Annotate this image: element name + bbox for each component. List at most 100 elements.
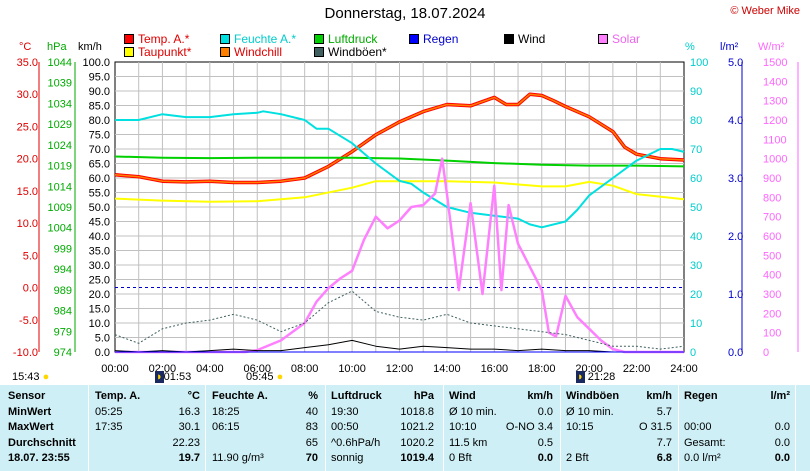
pressure-unit-label: hPa (47, 41, 67, 53)
table-cell: O 31.5 (638, 421, 672, 433)
sunrise-time: 05:45 (246, 371, 274, 383)
table-header-cell: km/h (527, 390, 553, 402)
legend-wind: Wind (504, 32, 545, 46)
table-cell: 0.0 l/m² (684, 452, 721, 464)
table-cell: 2 Bft (566, 452, 589, 464)
legend-windchill: Windchill (220, 45, 282, 59)
wind-tick-label: 75.0 (89, 130, 110, 142)
wind-tick-label: 30.0 (89, 260, 110, 272)
wind-tick-label: 55.0 (89, 188, 110, 200)
x-tick-label: 14:00 (433, 363, 461, 375)
pressure-tick-label: 1009 (48, 202, 72, 214)
solar-tick-label: 1200 (763, 115, 787, 127)
table-cell: O-NO 3.4 (505, 421, 553, 433)
humidity-tick-label: 60 (690, 173, 702, 185)
temp-tick-label: 0.0 (23, 283, 38, 295)
x-tick-label: 16:00 (481, 363, 509, 375)
pressure-tick-label: 1039 (48, 78, 72, 90)
humidity-unit-label: % (685, 41, 695, 53)
humidity-tick-label: 30 (690, 260, 702, 272)
table-cell: ^0.6hPa/h (331, 436, 381, 449)
table-cell: 65 (305, 436, 318, 449)
pressure-tick-label: 984 (54, 306, 72, 318)
legend-label: Luftdruck (328, 32, 378, 46)
wind-unit-label: km/h (78, 41, 102, 53)
stats-table: Sensor Temp. A. °C Feuchte A.% Luftdruck hPa W… (0, 385, 810, 471)
x-tick-label: 06:00 (243, 363, 271, 375)
temp-tick-label: 35.0 (17, 57, 38, 69)
weather-chart: 35.0 30.0 25.0 20.0 15.0 10.0 5.0 0.0 -5.0 -10.0 1… (13, 57, 799, 375)
series-line-wind (114, 339, 684, 353)
wind-tick-label: 90.0 (89, 86, 110, 98)
pressure-tick-label: 989 (54, 285, 72, 297)
table-cell: 17:35 (95, 421, 123, 433)
table-cell: Ø 10 min. (449, 405, 497, 418)
legend-label: Windchill (234, 45, 283, 59)
table-header-cell: Feuchte A. (212, 390, 268, 402)
pressure-tick-label: 1004 (48, 223, 72, 235)
wind-tick-label: 10.0 (89, 318, 110, 330)
legend-label: Feuchte A.* (234, 32, 297, 46)
table-cell: MaxWert (8, 421, 54, 433)
table-cell: 0.0 (774, 436, 790, 449)
temp-tick-label: 15.0 (17, 186, 38, 198)
sunrise-marker: 05:45 ● (246, 371, 283, 383)
pressure-tick-label: 1019 (48, 161, 72, 173)
series-line-windb-en (114, 290, 685, 350)
table-cell: 16.3 (178, 405, 200, 418)
x-tick-label: 00:00 (101, 363, 129, 375)
x-tick-label: 12:00 (386, 363, 414, 375)
wind-tick-label: 35.0 (89, 246, 110, 258)
rain-unit-label: l/m² (720, 41, 739, 53)
series-line-taupunkt (114, 180, 685, 203)
pressure-tick-label: 979 (54, 326, 72, 338)
table-header-cell: Regen (684, 390, 718, 402)
pressure-tick-label: 1029 (48, 119, 72, 131)
table-header-cell: °C (187, 390, 200, 402)
x-tick-label: 04:00 (196, 363, 224, 375)
table-cell: 10:15 (566, 421, 594, 433)
table-cell: 1018.8 (400, 405, 434, 418)
table-header-cell: hPa (413, 390, 434, 402)
table-header-cell: Temp. A. (95, 390, 141, 402)
sun-icon: ● (42, 371, 50, 383)
table-cell: 11.90 g/m³ (212, 452, 264, 464)
solar-tick-label: 1000 (763, 154, 787, 166)
table-cell: 0.0 (774, 452, 790, 464)
credit-link[interactable]: © Weber Mike (730, 5, 800, 17)
series-line-feuchte-a (115, 110, 685, 229)
table-cell: 30.1 (178, 421, 200, 433)
solar-tick-label: 100 (763, 328, 781, 340)
solar-tick-label: 1400 (763, 76, 787, 88)
table-cell: 1021.2 (400, 421, 434, 433)
table-header-cell: km/h (646, 390, 672, 402)
legend-label: Wind (518, 32, 546, 46)
table-cell: 10:10 (449, 421, 477, 433)
pressure-tick-label: 994 (54, 264, 72, 276)
solar-tick-label: 600 (763, 231, 781, 243)
table-cell: 18:25 (212, 405, 240, 418)
legend-pressure: Luftdruck (314, 32, 377, 46)
temp-tick-label: 30.0 (17, 89, 38, 101)
table-cell: 19:30 (331, 405, 359, 418)
pressure-tick-label: 1014 (48, 181, 72, 193)
table-cell: 0.0 (774, 421, 790, 433)
table-cell: 00:50 (331, 421, 359, 433)
table-cell: 70 (305, 452, 318, 464)
legend-label: Temp. A.* (138, 32, 190, 46)
legend-solar: Solar (598, 32, 640, 46)
wind-tick-label: 85.0 (89, 101, 110, 113)
series-line-windchill (114, 93, 685, 184)
table-cell: 0.0 (537, 452, 553, 464)
table-header-cell: l/m² (770, 390, 790, 402)
wind-tick-label: 65.0 (89, 159, 110, 171)
table-cell: 1019.4 (400, 452, 434, 464)
table-cell: MinWert (8, 405, 52, 418)
table-cell: 7.7 (656, 436, 672, 449)
table-cell: 83 (305, 421, 318, 433)
table-cell: 05:25 (95, 405, 123, 418)
table-cell: 18.07. 23:55 (8, 452, 70, 464)
temp-tick-label: -5.0 (19, 315, 38, 327)
legend-label: Taupunkt* (138, 45, 192, 59)
wind-tick-label: 60.0 (89, 173, 110, 185)
